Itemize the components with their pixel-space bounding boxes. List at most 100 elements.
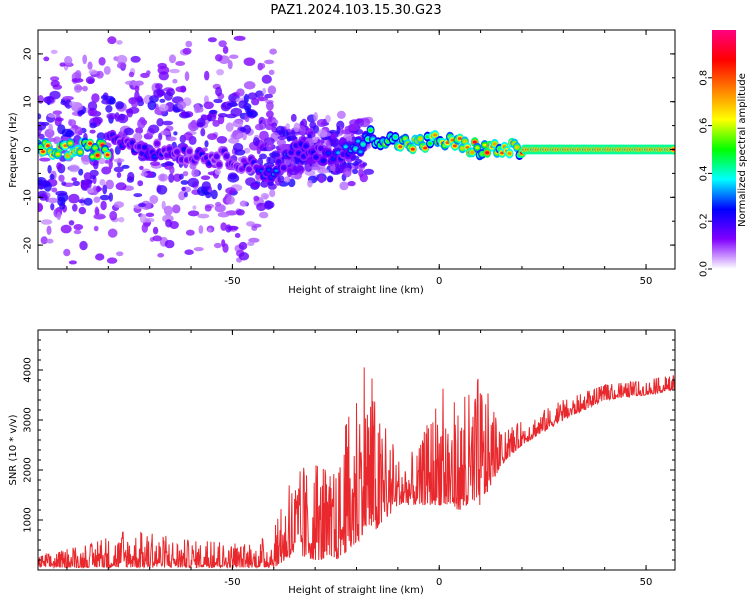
- heatmap-cell: [225, 122, 234, 132]
- heatmap-cell: [259, 211, 269, 219]
- heatmap-cell: [133, 132, 142, 143]
- heatmap-cell: [182, 47, 192, 55]
- heatmap-cell: [89, 169, 99, 177]
- heatmap-cell: [314, 155, 318, 159]
- heatmap-cell: [337, 110, 346, 119]
- x-tick-label: 0: [436, 276, 442, 287]
- heatmap-cell: [56, 211, 62, 221]
- spectrogram-x-axis-label: Height of straight line (km): [288, 285, 424, 296]
- heatmap-cell: [93, 160, 99, 170]
- spectrogram-y-axis-label: Frequency (Hz): [8, 112, 19, 188]
- heatmap-cell: [197, 213, 210, 219]
- heatmap-cell: [310, 165, 321, 171]
- heatmap-cell: [116, 54, 128, 64]
- x-tick-label: 50: [640, 276, 653, 287]
- heatmap-cell: [187, 150, 192, 153]
- heatmap-cell: [175, 86, 187, 93]
- heatmap-cell: [141, 223, 148, 233]
- heatmap-cell: [46, 225, 52, 235]
- heatmap-cell: [184, 249, 194, 255]
- heatmap-cell: [353, 147, 358, 151]
- heatmap-cell: [185, 40, 193, 48]
- heatmap-cell: [215, 86, 223, 97]
- heatmap-cell: [313, 112, 319, 122]
- heatmap-cell: [222, 243, 229, 253]
- spectrogram-ticks: -50 0 50 -20 -10 0 10 20: [23, 29, 675, 287]
- heatmap-cell: [137, 180, 144, 187]
- heatmap-cell: [102, 184, 108, 195]
- heatmap-cell: [266, 168, 271, 172]
- heatmap-cell: [93, 146, 98, 150]
- y-tick-label: 4000: [23, 357, 34, 382]
- heatmap-cell: [158, 71, 169, 81]
- heatmap-cell: [92, 116, 103, 125]
- heatmap-cell: [164, 162, 175, 166]
- heatmap-cell: [95, 253, 105, 261]
- heatmap-cell: [145, 212, 155, 217]
- heatmap-cell: [94, 206, 100, 216]
- heatmap-cell: [131, 100, 138, 108]
- heatmap-cell: [93, 196, 101, 203]
- heatmap-cell: [118, 216, 125, 223]
- heatmap-cell: [182, 147, 187, 151]
- heatmap-cell: [146, 70, 151, 75]
- heatmap-cell: [204, 140, 209, 148]
- heatmap-cell: [90, 155, 95, 159]
- heatmap-cell: [247, 167, 251, 171]
- heatmap-cell: [236, 209, 245, 216]
- heatmap-cell: [50, 203, 55, 211]
- heatmap-cell: [230, 107, 243, 117]
- colorbar-tick-label: 0.0: [699, 261, 710, 277]
- heatmap-cell: [268, 69, 275, 76]
- heatmap-cell: [472, 140, 477, 144]
- heatmap-cell: [445, 141, 450, 145]
- heatmap-cell: [163, 205, 173, 216]
- heatmap-cell: [215, 54, 223, 62]
- heatmap-cell: [321, 159, 326, 163]
- heatmap-cell: [52, 110, 62, 115]
- heatmap-cell: [155, 83, 163, 90]
- heatmap-cell: [108, 97, 116, 105]
- heatmap-cell: [217, 211, 230, 218]
- chart-title: PAZ1.2024.103.15.30.G23: [270, 3, 441, 18]
- heatmap-cell: [232, 119, 243, 128]
- heatmap-cell: [220, 222, 227, 231]
- heatmap-cell: [157, 253, 165, 258]
- heatmap-cell: [207, 133, 218, 141]
- heatmap-cell: [190, 119, 197, 128]
- heatmap-cell: [72, 203, 78, 212]
- heatmap-cell: [173, 131, 178, 136]
- y-tick-label: -10: [23, 189, 34, 205]
- heatmap-cell: [152, 226, 159, 235]
- heatmap-cell: [361, 142, 366, 146]
- heatmap-cell: [232, 142, 244, 152]
- heatmap-cell: [398, 145, 403, 149]
- heatmap-cell: [89, 122, 97, 129]
- heatmap-cell: [210, 189, 218, 200]
- heatmap-cell: [192, 205, 197, 210]
- heatmap-cell: [168, 173, 175, 183]
- heatmap-cell: [423, 146, 428, 150]
- heatmap-cell: [126, 108, 133, 118]
- heatmap-cell: [156, 118, 164, 127]
- heatmap-cell: [198, 225, 204, 234]
- y-tick-label: 10: [23, 95, 34, 108]
- heatmap-cell: [87, 101, 98, 111]
- heatmap-cell: [184, 71, 190, 82]
- heatmap-cell: [94, 214, 107, 220]
- heatmap-cell: [247, 92, 258, 100]
- snr-series-line: [38, 367, 675, 570]
- colorbar-tick-label: 0.8: [699, 70, 710, 86]
- heatmap-cell: [307, 179, 313, 188]
- heatmap-cell: [61, 128, 73, 137]
- heatmap-cell: [82, 54, 88, 65]
- heatmap-cell: [336, 151, 341, 155]
- heatmap-cell: [82, 85, 88, 92]
- heatmap-cell: [38, 121, 47, 131]
- heatmap-cell: [179, 158, 184, 162]
- heatmap-cell: [304, 144, 308, 148]
- heatmap-cell: [318, 174, 325, 184]
- heatmap-cell: [368, 128, 373, 132]
- heatmap-cell: [196, 117, 206, 127]
